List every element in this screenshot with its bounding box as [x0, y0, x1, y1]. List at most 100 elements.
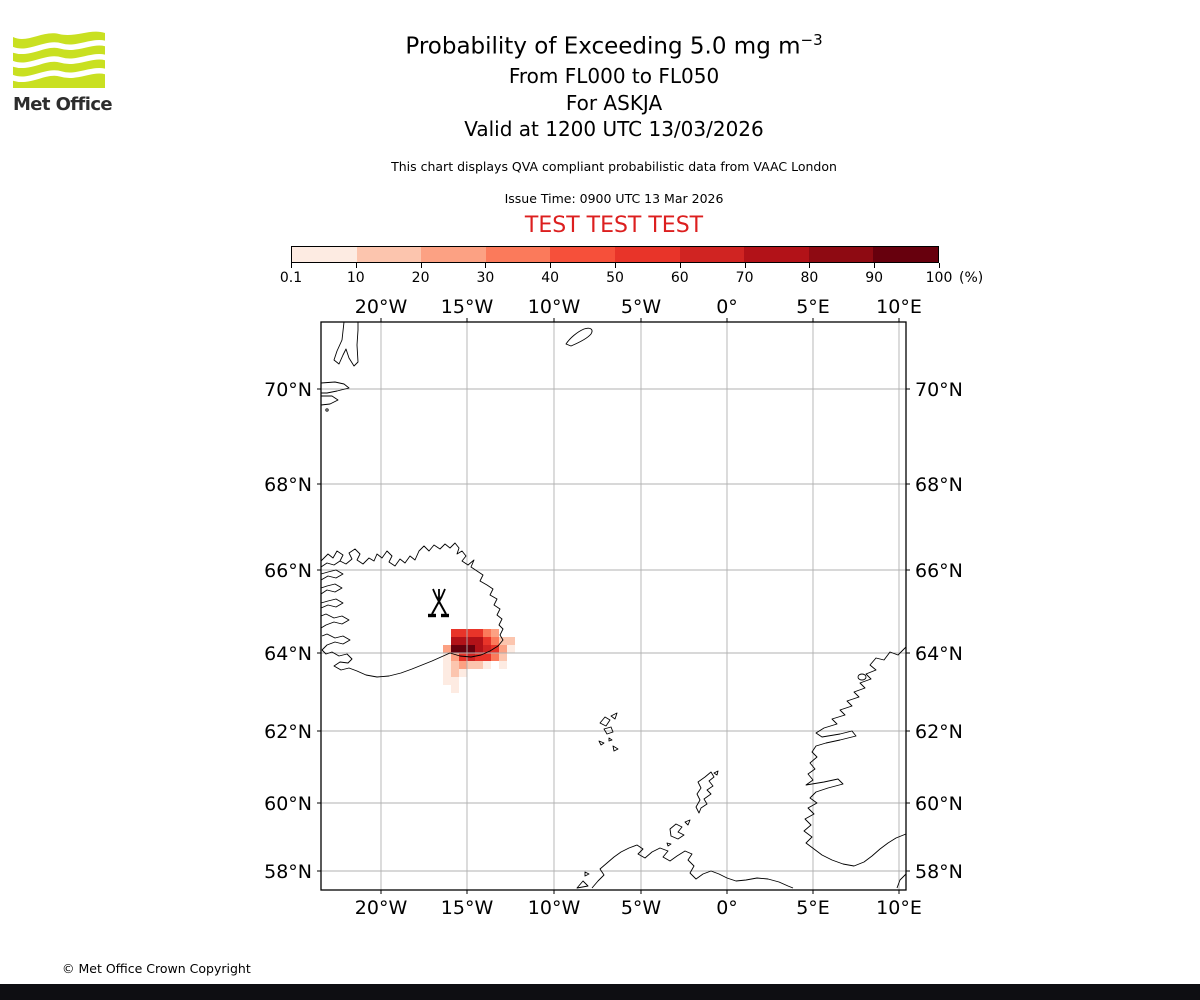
colorbar-legend: (%) 0.1 10 20 30 40 50 60 70 80 90 100: [280, 246, 983, 286]
colorbar-segment: [485, 247, 551, 262]
coastlines: [320, 321, 907, 889]
colorbar-tick-label: 20: [411, 270, 430, 286]
probability-cell: [491, 629, 499, 637]
lat-label-left: 62°N: [264, 721, 312, 743]
colorbar-tick-label: 10: [346, 270, 365, 286]
probability-cell: [491, 653, 499, 661]
lat-label-left: 60°N: [264, 793, 312, 815]
colorbar-segment: [808, 247, 874, 262]
lon-label-top: 10°E: [876, 296, 922, 318]
probability-cell: [451, 653, 459, 661]
colorbar-segment: [356, 247, 422, 262]
probability-cell: [451, 637, 459, 645]
probability-cell: [443, 645, 451, 653]
probability-cell: [451, 685, 459, 693]
probability-cell: [475, 661, 483, 669]
probability-cell: [507, 645, 515, 653]
bottom-taskbar: [0, 984, 1200, 1000]
probability-cell: [443, 669, 451, 677]
iceland-westfjords: [320, 583, 343, 595]
map-frame: [320, 321, 907, 891]
orkney-islands: [669, 823, 685, 840]
probability-cell: [451, 677, 459, 685]
lat-label-left: 66°N: [264, 560, 312, 582]
lon-label-top: 0°: [716, 296, 738, 318]
colorbar-tick: [744, 263, 746, 268]
chart-title: Probability of Exceeding 5.0 mg m−3: [405, 31, 823, 60]
probability-cell: [475, 637, 483, 645]
lon-label-bottom: 10°E: [876, 897, 922, 919]
probability-cell: [443, 653, 451, 661]
lon-label-bottom: 20°W: [355, 897, 408, 919]
probability-cell: [459, 669, 467, 677]
lon-label-bottom: 5°W: [621, 897, 662, 919]
faroe-islands: [610, 712, 618, 720]
test-banner: TEST TEST TEST: [524, 213, 704, 238]
colorbar-tick-label: 80: [800, 270, 819, 286]
lat-label-right: 70°N: [915, 379, 963, 401]
colorbar-tick-label: 0.1: [279, 270, 303, 286]
shetland-islands: [695, 771, 715, 814]
probability-cell: [499, 653, 507, 661]
lat-label-right: 62°N: [915, 721, 963, 743]
probability-cell: [451, 669, 459, 677]
shetland-islands: [713, 770, 719, 776]
colorbar-tick: [355, 263, 357, 268]
iceland-coast: [320, 542, 504, 678]
probability-cell: [451, 629, 459, 637]
lon-label-top: 10°W: [528, 296, 581, 318]
probability-cell: [467, 661, 475, 669]
greenland-islet: [325, 408, 329, 412]
norway-coast: [803, 646, 907, 867]
lat-label-right: 66°N: [915, 560, 963, 582]
probability-cell: [483, 661, 491, 669]
norway-coast: [896, 873, 907, 889]
copyright-text: © Met Office Crown Copyright: [62, 961, 251, 976]
orkney-islands: [684, 819, 691, 826]
probability-cell: [467, 629, 475, 637]
probability-cell: [475, 645, 483, 653]
colorbar-tick-label: 30: [476, 270, 495, 286]
lon-label-top: 20°W: [355, 296, 408, 318]
colorbar-tick: [874, 263, 876, 268]
colorbar-tick: [420, 263, 422, 268]
faroe-islands: [598, 740, 605, 746]
probability-cells-layer: [443, 629, 515, 693]
orkney-islands: [666, 842, 672, 847]
subtitle-valid-time: Valid at 1200 UTC 13/03/2026: [464, 117, 764, 141]
lon-label-top: 5°W: [621, 296, 662, 318]
volcano-symbol: [428, 588, 449, 618]
probability-cell: [459, 629, 467, 637]
exponent: −3: [800, 31, 823, 49]
probability-cell: [443, 661, 451, 669]
colorbar-unit: (%): [959, 270, 984, 286]
jan-mayen-island: [565, 327, 593, 347]
colorbar: [291, 246, 939, 263]
scotland-islet: [584, 871, 590, 877]
colorbar-segment: [421, 247, 486, 262]
met-office-logo-text: Met Office: [13, 94, 113, 115]
colorbar-segment: [292, 247, 357, 262]
qva-description: This chart displays QVA compliant probab…: [391, 159, 837, 174]
probability-cell: [491, 637, 499, 645]
probability-cell: [459, 653, 467, 661]
colorbar-segment: [550, 247, 615, 262]
colorbar-tick: [809, 263, 811, 268]
scotland-coast: [576, 880, 589, 889]
colorbar-tick: [485, 263, 487, 268]
colorbar-tick: [550, 263, 552, 268]
lat-label-left: 58°N: [264, 861, 312, 883]
probability-cell: [483, 629, 491, 637]
lat-label-right: 60°N: [915, 793, 963, 815]
lat-label-left: 64°N: [264, 643, 312, 665]
lat-label-right: 58°N: [915, 861, 963, 883]
probability-cell: [443, 677, 451, 685]
faroe-islands: [599, 716, 611, 727]
iceland-westfjords: [320, 560, 341, 568]
lat-label-left: 70°N: [264, 379, 312, 401]
colorbar-tick-label: 100: [925, 270, 953, 286]
probability-cell: [483, 653, 491, 661]
colorbar-tick-label: 90: [865, 270, 884, 286]
faroe-islands: [603, 726, 614, 735]
